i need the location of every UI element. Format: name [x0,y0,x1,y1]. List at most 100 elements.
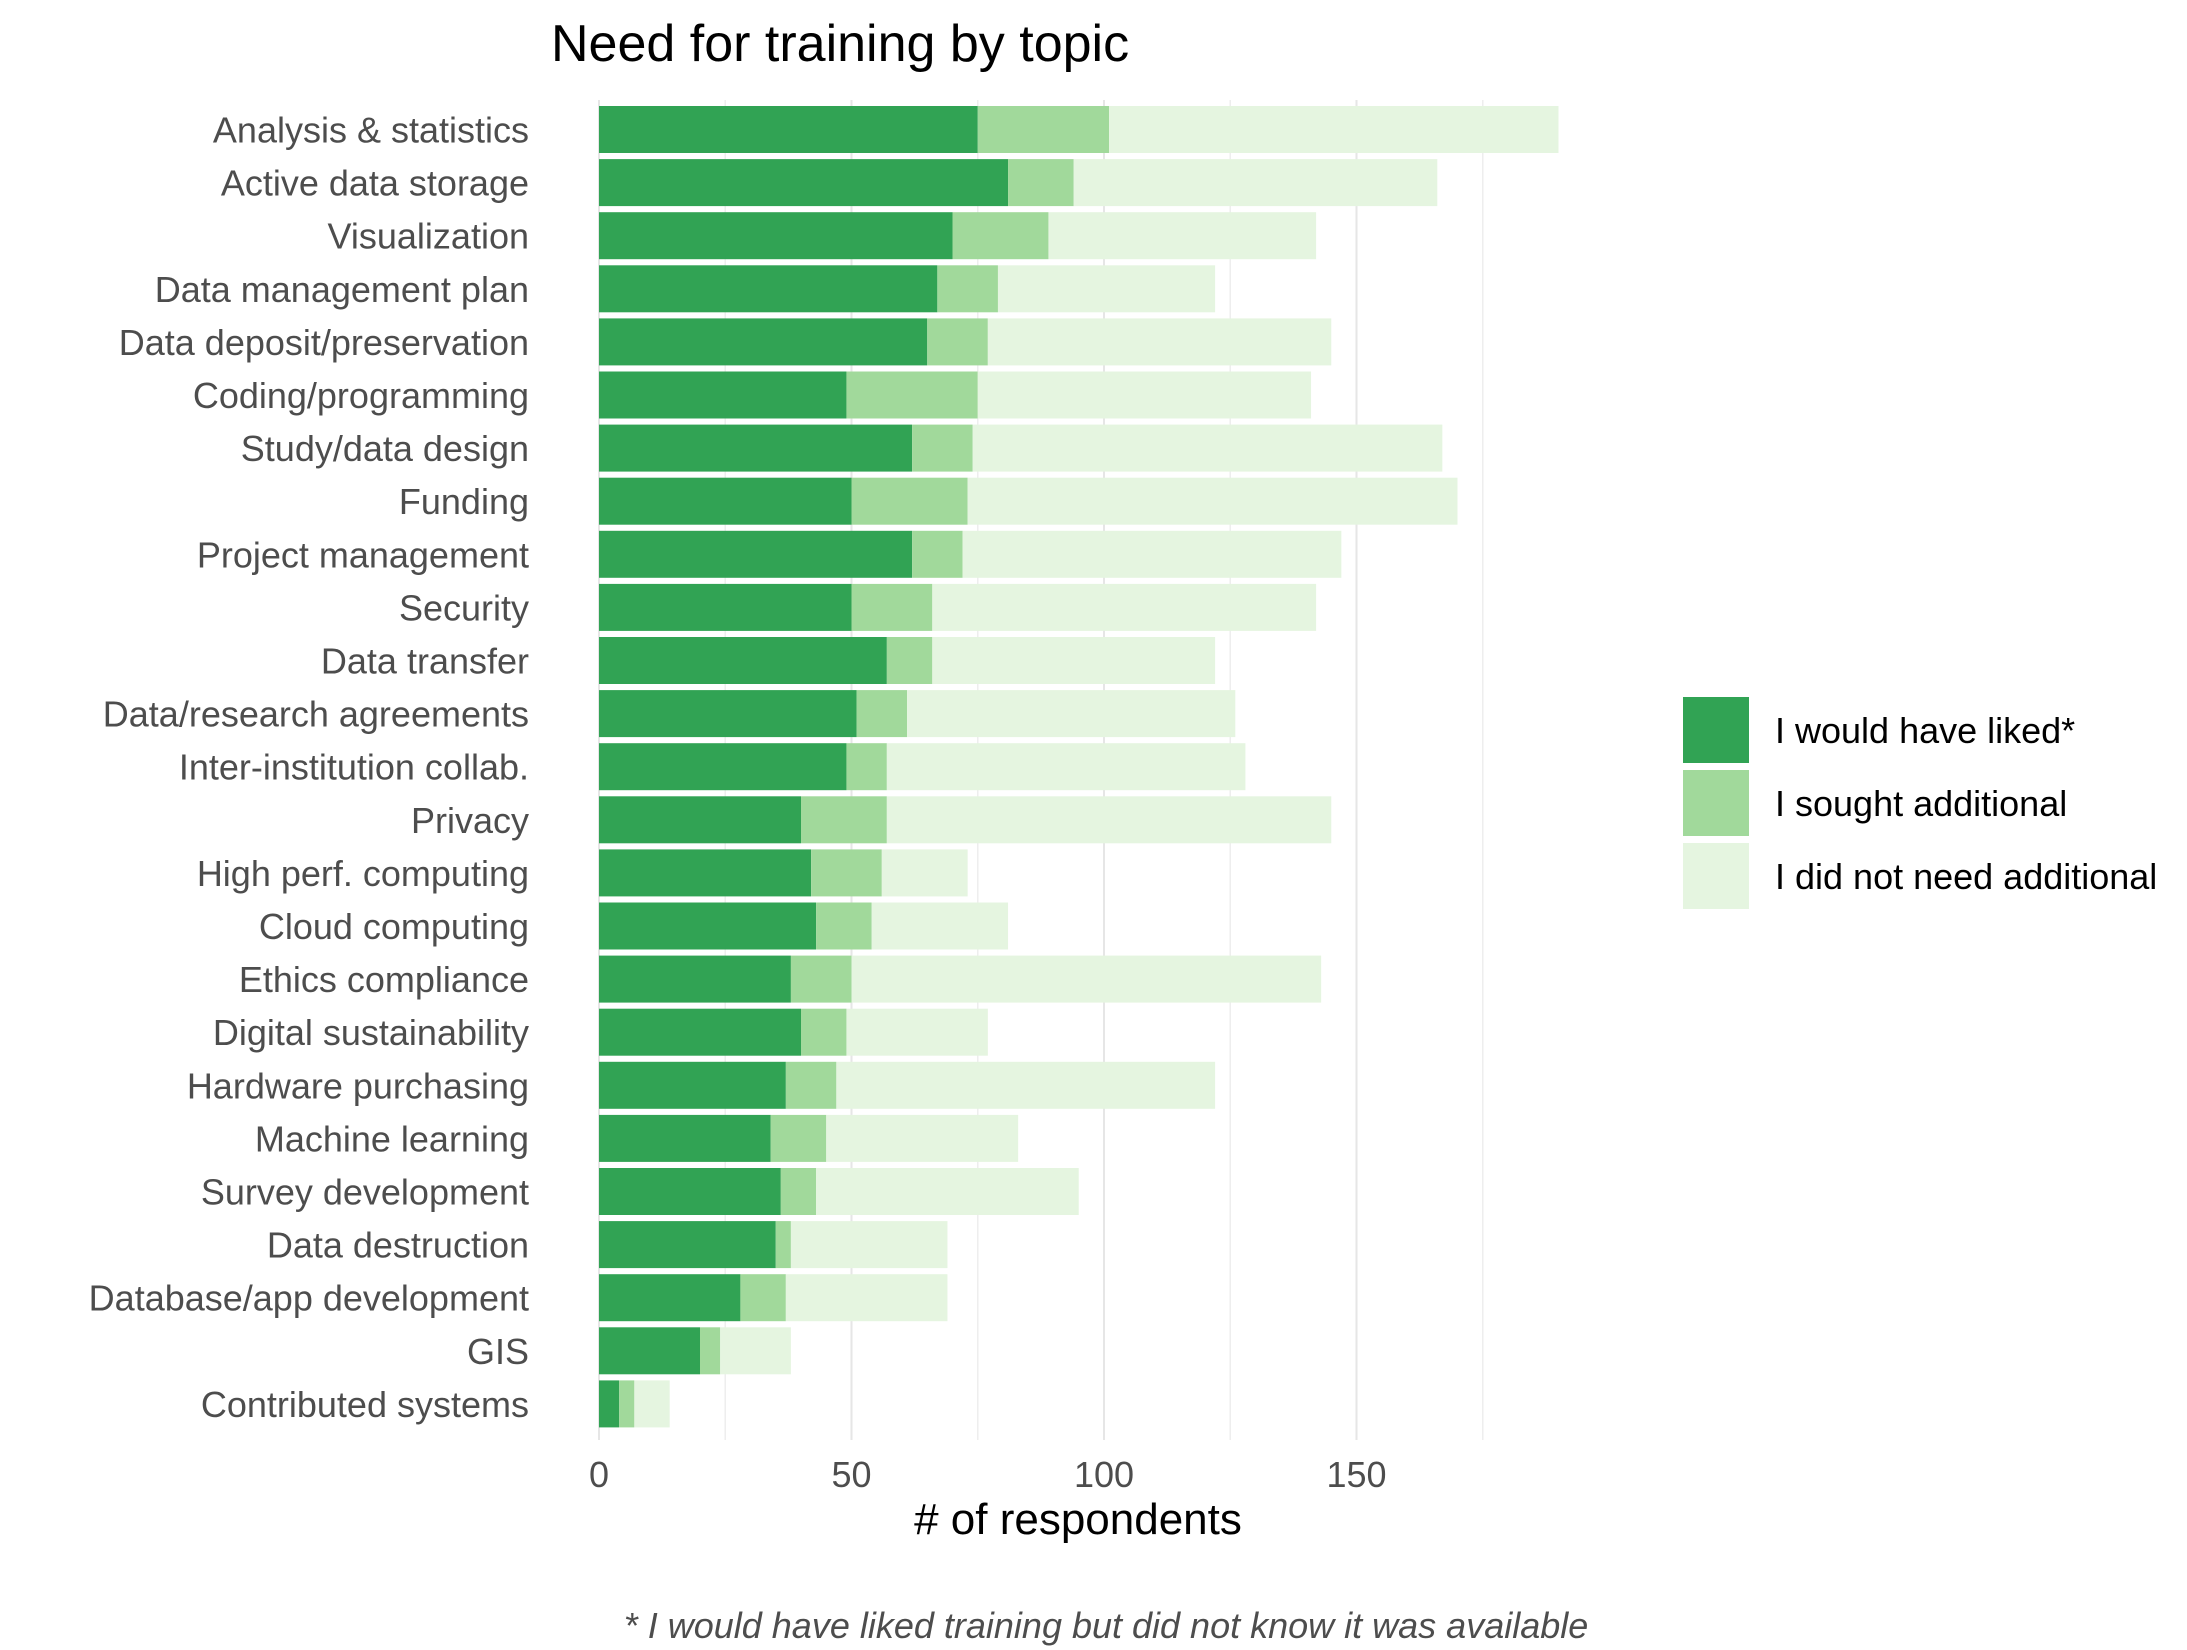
bar-segment-3 [826,1114,1019,1162]
category-label: Data/research agreements [103,694,529,735]
category-label: Data deposit/preservation [119,322,529,363]
bar-segment-2 [740,1274,786,1322]
category-label: Data transfer [321,641,529,682]
bar-segment-3 [886,743,1246,791]
legend: I would have liked* I sought additional I … [1683,697,2157,909]
bar-segment-3 [886,796,1332,844]
category-label: Data destruction [267,1225,529,1266]
category-label: Funding [399,481,529,522]
bar-segment-2 [937,265,998,313]
bar-segment-2 [851,477,968,525]
bar-segment-3 [1048,212,1317,260]
bar-segment-2 [912,530,963,578]
category-label: Study/data design [241,428,529,469]
bar-segment-1 [599,690,857,738]
bar-segment-2 [811,849,882,897]
bars [599,106,1559,1428]
bar-segment-2 [977,106,1110,153]
bar-segment-1 [599,1380,620,1428]
bar-segment-3 [846,1008,988,1056]
bar-segment-2 [927,318,988,366]
x-tick-label: 0 [589,1454,609,1495]
bar-segment-1 [599,1168,781,1215]
category-label: Privacy [411,800,529,841]
bar-segment-2 [816,902,872,950]
category-label: Ethics compliance [239,959,529,1000]
bar-segment-1 [599,530,913,578]
category-label: Digital sustainability [213,1012,529,1053]
x-tick-label: 150 [1326,1454,1386,1495]
category-label: High perf. computing [197,853,529,894]
legend-key [1683,770,1749,836]
category-label: Contributed systems [201,1384,529,1425]
bar-segment-3 [836,1061,1216,1109]
x-tick-label: 50 [831,1454,871,1495]
bar-segment-3 [987,318,1332,366]
bar-segment-1 [599,849,812,897]
bar-segment-1 [599,743,847,791]
bar-segment-1 [599,1061,786,1109]
category-label: Machine learning [255,1118,529,1159]
bar-segment-3 [1109,106,1559,153]
x-tick-labels: 0 50 100 150 [589,1454,1387,1495]
bar-segment-1 [599,212,953,260]
bar-segment-1 [599,477,852,525]
bar-segment-3 [972,424,1443,472]
legend-label: I would have liked* [1775,710,2075,751]
legend-label: I did not need additional [1775,856,2157,897]
bar-segment-3 [932,637,1216,684]
category-label: Analysis & statistics [213,110,529,151]
bar-segment-2 [790,955,852,1003]
bar-segment-1 [599,318,928,366]
bar-segment-2 [619,1380,635,1428]
bar-segment-2 [952,212,1049,260]
bar-segment-1 [599,1114,771,1162]
category-label: GIS [467,1331,529,1372]
bar-segment-3 [997,265,1216,313]
bar-segment-1 [599,1327,700,1375]
bar-segment-3 [881,849,968,897]
bar-segment-3 [816,1168,1079,1215]
bar-segment-1 [599,371,847,419]
bar-segment-2 [775,1221,791,1269]
bar-segment-3 [720,1327,791,1375]
bar-segment-3 [785,1274,948,1322]
chart-title: Need for training by topic [551,15,1129,73]
bar-segment-1 [599,583,852,631]
chart-caption: * I would have liked training but did no… [624,1605,1589,1646]
bar-segment-1 [599,1274,741,1322]
category-label: Project management [197,534,529,575]
bar-segment-3 [977,371,1312,419]
bar-segment-1 [599,796,801,844]
legend-key [1683,697,1749,763]
category-labels: Analysis & statistics Active data storage… [89,110,529,1425]
bar-segment-1 [599,159,1009,207]
category-label: Hardware purchasing [187,1065,529,1106]
bar-segment-1 [599,106,978,153]
bar-segment-3 [634,1380,670,1428]
bar-segment-2 [912,424,973,472]
bar-segment-1 [599,637,887,684]
bar-segment-2 [886,637,933,684]
bar-segment-2 [856,690,908,738]
category-label: Survey development [201,1172,529,1213]
category-label: Active data storage [221,163,529,204]
bar-segment-2 [785,1061,837,1109]
bar-segment-3 [871,902,1009,950]
category-label: Inter-institution collab. [179,747,529,788]
bar-segment-3 [790,1221,948,1269]
bar-segment-3 [851,955,1322,1003]
bar-segment-2 [846,743,887,791]
bar-segment-2 [851,583,933,631]
x-axis-title: # of respondents [914,1495,1242,1544]
bar-segment-1 [599,902,817,950]
category-label: Cloud computing [259,906,529,947]
bar-segment-1 [599,265,938,313]
bar-segment-3 [1073,159,1438,207]
category-label: Data management plan [155,269,529,310]
bar-segment-3 [967,477,1458,525]
bar-segment-3 [962,530,1342,578]
bar-segment-2 [846,371,978,419]
bar-segment-2 [1008,159,1074,207]
